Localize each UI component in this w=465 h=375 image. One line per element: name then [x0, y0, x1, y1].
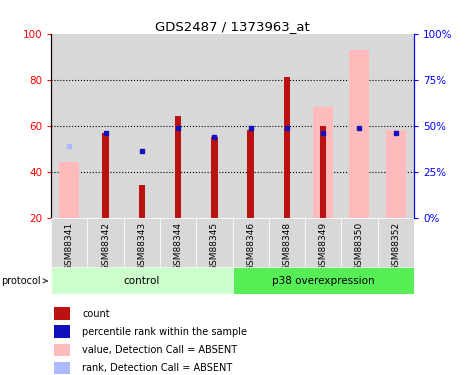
- Bar: [160, 34, 196, 218]
- FancyBboxPatch shape: [51, 267, 232, 294]
- Text: GSM88343: GSM88343: [137, 222, 146, 271]
- Bar: [196, 34, 232, 218]
- Text: protocol: protocol: [1, 276, 47, 286]
- FancyBboxPatch shape: [196, 217, 232, 268]
- Bar: [284, 77, 290, 218]
- Bar: [53, 326, 70, 338]
- Text: GSM88350: GSM88350: [355, 222, 364, 271]
- Text: GSM88349: GSM88349: [319, 222, 328, 271]
- Bar: [247, 130, 254, 218]
- FancyBboxPatch shape: [378, 217, 414, 268]
- Text: control: control: [124, 276, 160, 286]
- Bar: [211, 137, 218, 218]
- FancyBboxPatch shape: [269, 217, 305, 268]
- Bar: [53, 307, 70, 320]
- Bar: [341, 34, 378, 218]
- Bar: [269, 34, 305, 218]
- Bar: [51, 34, 87, 218]
- FancyBboxPatch shape: [124, 217, 160, 268]
- FancyBboxPatch shape: [51, 217, 87, 268]
- Bar: [87, 34, 124, 218]
- Text: GSM88344: GSM88344: [173, 222, 183, 270]
- Bar: [378, 34, 414, 218]
- FancyBboxPatch shape: [160, 217, 196, 268]
- Bar: [350, 50, 369, 217]
- Bar: [305, 34, 341, 218]
- Bar: [313, 107, 333, 218]
- FancyBboxPatch shape: [232, 267, 414, 294]
- Bar: [139, 185, 145, 218]
- Title: GDS2487 / 1373963_at: GDS2487 / 1373963_at: [155, 20, 310, 33]
- Text: GSM88342: GSM88342: [101, 222, 110, 270]
- Text: GSM88348: GSM88348: [282, 222, 292, 271]
- Bar: [102, 132, 109, 218]
- Bar: [386, 130, 405, 218]
- FancyBboxPatch shape: [87, 217, 124, 268]
- Text: GSM88352: GSM88352: [391, 222, 400, 271]
- Bar: [232, 34, 269, 218]
- Text: count: count: [82, 309, 110, 319]
- Bar: [320, 126, 326, 218]
- Text: GSM88341: GSM88341: [65, 222, 74, 271]
- Text: GSM88345: GSM88345: [210, 222, 219, 271]
- Bar: [53, 362, 70, 374]
- Text: rank, Detection Call = ABSENT: rank, Detection Call = ABSENT: [82, 363, 232, 373]
- FancyBboxPatch shape: [305, 217, 341, 268]
- Bar: [53, 344, 70, 356]
- Bar: [175, 116, 181, 218]
- Text: percentile rank within the sample: percentile rank within the sample: [82, 327, 247, 337]
- Bar: [124, 34, 160, 218]
- FancyBboxPatch shape: [232, 217, 269, 268]
- Text: p38 overexpression: p38 overexpression: [272, 276, 374, 286]
- Bar: [60, 162, 79, 218]
- FancyBboxPatch shape: [341, 217, 378, 268]
- Text: value, Detection Call = ABSENT: value, Detection Call = ABSENT: [82, 345, 237, 355]
- Text: GSM88346: GSM88346: [246, 222, 255, 271]
